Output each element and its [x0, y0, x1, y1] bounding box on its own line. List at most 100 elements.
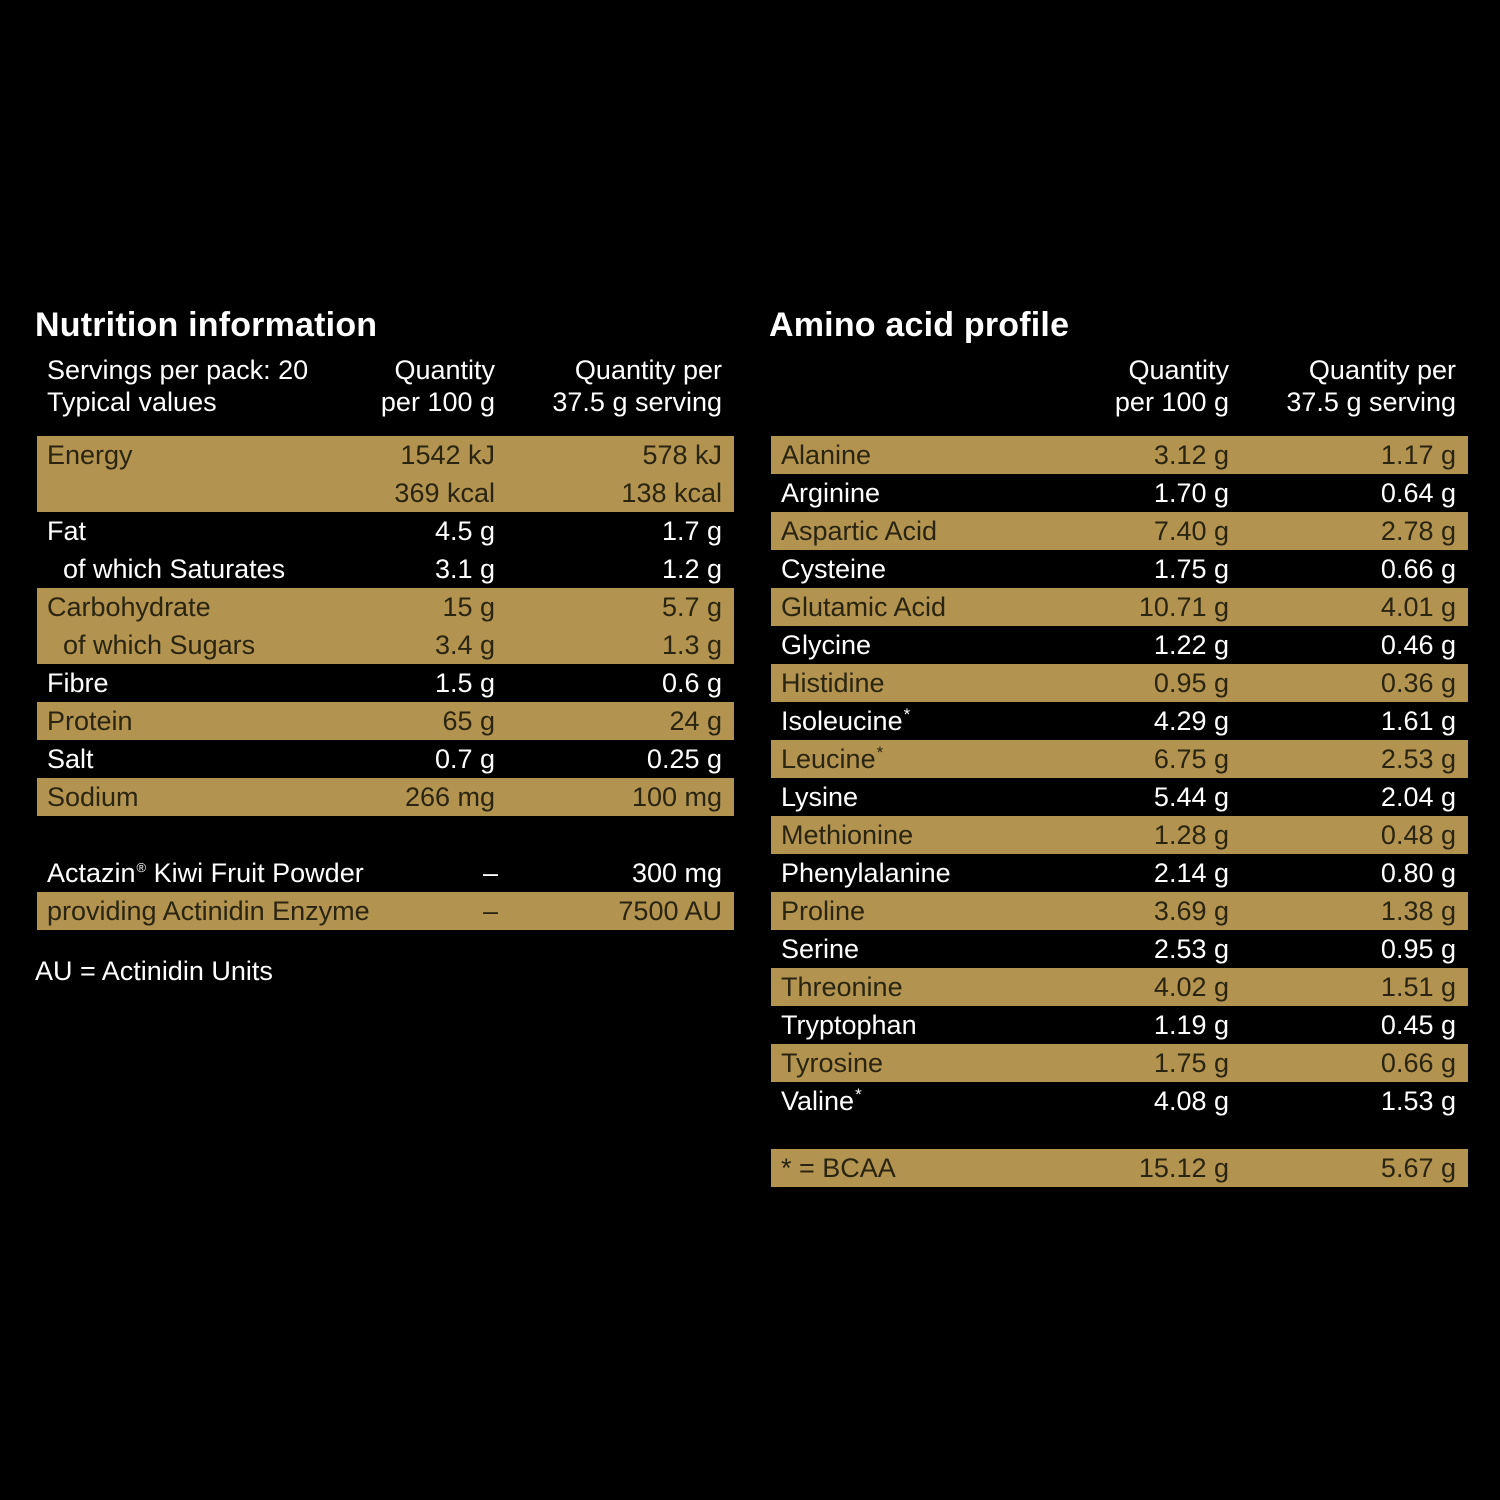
- au-footnote: AU = Actinidin Units: [35, 956, 273, 986]
- nutrition-row-actazin: Actazin® Kiwi Fruit Powder – 300 mg: [37, 854, 734, 892]
- col-serving-line2: 37.5 g serving: [552, 387, 722, 417]
- amino-panel: Amino acid profile Quantity per 100 g Qu…: [769, 300, 1468, 1187]
- row-serving: 5.7 g: [661, 592, 722, 622]
- row-serving: 1.3 g: [661, 630, 722, 660]
- row-per100: 65 g: [442, 706, 495, 736]
- amino-name: Leucine: [781, 744, 876, 774]
- row-per100: 6.75 g: [1153, 744, 1229, 774]
- row-per100: 15.12 g: [1138, 1153, 1229, 1183]
- amino-row-cysteine: Cysteine 1.75 g 0.66 g: [771, 550, 1468, 588]
- row-serving: 0.6 g: [661, 668, 722, 698]
- amino-name: Phenylalanine: [781, 858, 951, 888]
- row-serving: 578 kJ: [642, 440, 722, 470]
- row-serving: 2.04 g: [1380, 782, 1456, 812]
- row-label: Cysteine: [781, 550, 886, 588]
- row-label: Tryptophan: [781, 1006, 917, 1044]
- row-label: Lysine: [781, 778, 858, 816]
- row-serving: 24 g: [669, 706, 722, 736]
- registered-mark: ®: [136, 860, 147, 875]
- row-label: Glutamic Acid: [781, 588, 946, 626]
- row-label: Isoleucine*: [781, 702, 910, 740]
- row-label: Energy: [47, 440, 133, 470]
- row-per100: 5.44 g: [1153, 782, 1229, 812]
- row-serving: 138 kcal: [621, 478, 722, 508]
- amino-row-proline: Proline 3.69 g 1.38 g: [771, 892, 1468, 930]
- row-serving: 1.17 g: [1380, 440, 1456, 470]
- amino-row-valine: Valine* 4.08 g 1.53 g: [771, 1082, 1468, 1120]
- row-serving: 0.45 g: [1380, 1010, 1456, 1040]
- row-per100: 4.29 g: [1153, 706, 1229, 736]
- amino-row-alanine: Alanine 3.12 g 1.17 g: [771, 436, 1468, 474]
- row-serving: 2.53 g: [1380, 744, 1456, 774]
- row-label: Threonine: [781, 968, 903, 1006]
- amino-name: Methionine: [781, 820, 914, 850]
- row-per100: 2.14 g: [1153, 858, 1229, 888]
- row-per100: 0.7 g: [434, 744, 495, 774]
- row-serving: 0.66 g: [1380, 554, 1456, 584]
- row-serving: 2.78 g: [1380, 516, 1456, 546]
- typical-values: Typical values: [47, 387, 217, 417]
- row-serving: 0.64 g: [1380, 478, 1456, 508]
- amino-name: Threonine: [781, 972, 903, 1002]
- col-serving-line1: Quantity per: [574, 355, 722, 385]
- row-label: Fibre: [47, 668, 109, 698]
- row-label: Sodium: [47, 782, 139, 812]
- col-per100-line1: Quantity: [1128, 355, 1229, 385]
- row-per100: 1.75 g: [1153, 1048, 1229, 1078]
- nutrition-row-salt: Salt 0.7 g 0.25 g: [37, 740, 734, 778]
- row-per100: 15 g: [442, 592, 495, 622]
- nutrition-row-sugars: of which Sugars 3.4 g 1.3 g: [37, 626, 734, 664]
- spacer: [37, 816, 734, 854]
- row-per100: 10.71 g: [1138, 592, 1229, 622]
- amino-header: Quantity per 100 g Quantity per 37.5 g s…: [771, 350, 1468, 436]
- row-serving: 0.66 g: [1380, 1048, 1456, 1078]
- row-per100: 4.5 g: [434, 516, 495, 546]
- col-serving-line2: 37.5 g serving: [1286, 387, 1456, 417]
- amino-name: Valine: [781, 1086, 855, 1116]
- row-serving: 0.36 g: [1380, 668, 1456, 698]
- row-serving: 1.38 g: [1380, 896, 1456, 926]
- row-per100: 1.75 g: [1153, 554, 1229, 584]
- amino-row-glutamic-acid: Glutamic Acid 10.71 g 4.01 g: [771, 588, 1468, 626]
- row-per100: 369 kcal: [394, 478, 495, 508]
- nutrition-row-protein: Protein 65 g 24 g: [37, 702, 734, 740]
- row-per100: 4.02 g: [1153, 972, 1229, 1002]
- amino-name: Alanine: [781, 440, 872, 470]
- row-label: of which Sugars: [63, 630, 256, 660]
- amino-row-leucine: Leucine* 6.75 g 2.53 g: [771, 740, 1468, 778]
- amino-name: Glycine: [781, 630, 872, 660]
- row-per100: 1.19 g: [1153, 1010, 1229, 1040]
- amino-row-threonine: Threonine 4.02 g 1.51 g: [771, 968, 1468, 1006]
- row-per100: 1.5 g: [434, 668, 495, 698]
- row-per100: 1.22 g: [1153, 630, 1229, 660]
- row-per100: 2.53 g: [1153, 934, 1229, 964]
- bcaa-marker: *: [876, 743, 884, 762]
- row-serving: 100 mg: [631, 782, 722, 812]
- row-serving: 0.25 g: [646, 744, 722, 774]
- row-per100: –: [483, 858, 499, 888]
- row-serving: 0.48 g: [1380, 820, 1456, 850]
- row-serving: 1.7 g: [661, 516, 722, 546]
- row-label: of which Saturates: [63, 554, 286, 584]
- row-label: Valine*: [781, 1082, 862, 1120]
- row-serving: 1.61 g: [1380, 706, 1456, 736]
- amino-row-histidine: Histidine 0.95 g 0.36 g: [771, 664, 1468, 702]
- nutrition-title: Nutrition information: [35, 306, 378, 344]
- nutrition-header: Servings per pack: 20 Typical values Qua…: [37, 350, 734, 436]
- amino-row-aspartic-acid: Aspartic Acid 7.40 g 2.78 g: [771, 512, 1468, 550]
- col-per100-line2: per 100 g: [380, 387, 495, 417]
- amino-row-bcaa: * = BCAA 15.12 g 5.67 g: [771, 1149, 1468, 1187]
- amino-row-isoleucine: Isoleucine* 4.29 g 1.61 g: [771, 702, 1468, 740]
- row-per100: –: [483, 896, 499, 926]
- row-label: Aspartic Acid: [781, 512, 937, 550]
- row-label: Glycine: [781, 626, 871, 664]
- row-serving: 1.51 g: [1380, 972, 1456, 1002]
- amino-name: Serine: [781, 934, 860, 964]
- actazin-name: Actazin: [47, 858, 136, 888]
- row-label: Serine: [781, 930, 859, 968]
- row-per100: 3.69 g: [1153, 896, 1229, 926]
- row-per100: 3.4 g: [434, 630, 495, 660]
- amino-row-arginine: Arginine 1.70 g 0.64 g: [771, 474, 1468, 512]
- row-serving: 7500 AU: [618, 896, 722, 926]
